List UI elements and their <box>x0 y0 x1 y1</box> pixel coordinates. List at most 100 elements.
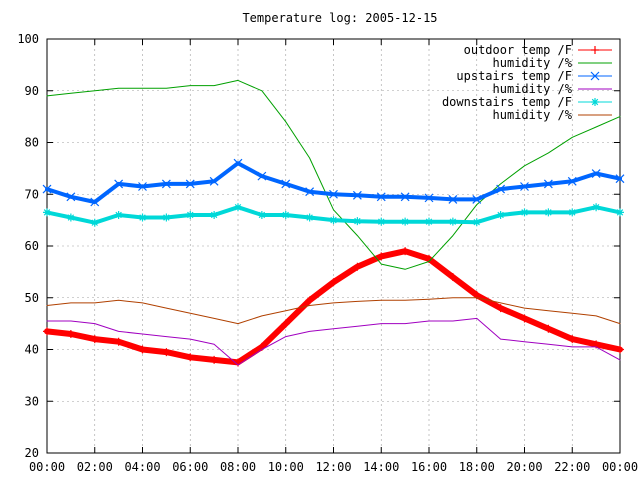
data-point <box>186 210 195 219</box>
data-point <box>209 176 219 186</box>
data-point <box>448 195 458 204</box>
data-point <box>568 335 577 344</box>
data-point <box>472 218 481 227</box>
x-tick-label: 16:00 <box>411 460 447 474</box>
data-point <box>401 247 410 256</box>
data-point <box>162 348 171 357</box>
series-1 <box>46 79 621 270</box>
legend-label: humidity /% <box>493 56 573 70</box>
x-tick-label: 14:00 <box>363 460 399 474</box>
x-tick-label: 08:00 <box>220 460 256 474</box>
data-point <box>520 208 529 217</box>
legend-label: humidity /% <box>493 108 573 122</box>
data-point <box>543 179 553 189</box>
data-point <box>448 217 457 226</box>
series-line <box>46 79 621 270</box>
data-point <box>353 262 362 271</box>
data-point <box>496 184 506 194</box>
x-tick-label: 10:00 <box>268 460 304 474</box>
data-point <box>138 213 147 222</box>
data-point <box>233 158 243 168</box>
data-point <box>162 213 171 222</box>
data-point <box>186 353 195 362</box>
data-point <box>567 176 577 186</box>
data-point <box>448 273 457 282</box>
data-point <box>210 210 219 219</box>
data-point <box>305 187 315 197</box>
data-point <box>42 184 52 194</box>
data-point <box>138 182 147 191</box>
series-4 <box>43 203 624 227</box>
data-point <box>520 182 529 191</box>
y-tick-label: 80 <box>25 136 39 150</box>
data-point <box>66 329 75 338</box>
data-point <box>591 98 599 106</box>
x-tick-label: 06:00 <box>172 460 208 474</box>
data-point <box>616 345 624 354</box>
data-point <box>234 203 242 212</box>
data-point <box>281 319 290 328</box>
data-point <box>401 217 410 226</box>
y-tick-label: 70 <box>25 187 39 201</box>
data-point <box>257 171 267 181</box>
series-line <box>46 317 621 366</box>
legend-label: outdoor temp /F <box>464 43 572 57</box>
data-point <box>43 208 51 217</box>
data-point <box>615 174 625 184</box>
x-tick-label: 20:00 <box>506 460 542 474</box>
y-tick-label: 30 <box>25 394 39 408</box>
data-point <box>376 192 386 202</box>
data-point <box>185 179 195 189</box>
x-tick-label: 00:00 <box>602 460 638 474</box>
series-0 <box>43 247 624 367</box>
data-point <box>281 210 290 219</box>
data-point <box>377 252 386 261</box>
data-point <box>305 296 314 305</box>
data-point <box>544 324 553 333</box>
data-point <box>66 213 75 222</box>
x-tick-label: 12:00 <box>315 460 351 474</box>
x-tick-label: 00:00 <box>29 460 65 474</box>
data-point <box>424 193 434 203</box>
data-point <box>66 192 76 202</box>
data-point <box>90 335 99 344</box>
series-5 <box>46 297 621 325</box>
data-point <box>138 345 147 354</box>
data-point <box>305 213 314 222</box>
data-point <box>329 216 338 225</box>
series-3 <box>46 317 621 366</box>
data-point <box>544 208 553 217</box>
legend-label: upstairs temp /F <box>456 69 572 83</box>
data-point <box>591 169 601 178</box>
data-point <box>43 327 51 336</box>
data-point <box>210 355 219 364</box>
data-point <box>592 203 601 212</box>
legend-label: humidity /% <box>493 82 573 96</box>
data-point <box>90 197 100 207</box>
data-point <box>281 179 291 189</box>
data-point <box>161 179 171 189</box>
x-tick-label: 04:00 <box>124 460 160 474</box>
data-point <box>616 208 624 217</box>
data-point <box>425 217 433 226</box>
legend-label: downstairs temp /F <box>442 95 572 109</box>
x-tick-label: 18:00 <box>459 460 495 474</box>
x-tick-label: 02:00 <box>77 460 113 474</box>
data-point <box>257 210 266 219</box>
y-tick-label: 20 <box>25 446 39 460</box>
data-point <box>352 190 362 200</box>
data-point <box>496 304 505 313</box>
data-point <box>90 218 99 227</box>
data-point <box>353 217 362 226</box>
y-tick-label: 100 <box>17 32 39 46</box>
series-line <box>46 297 621 325</box>
data-point <box>114 210 123 219</box>
data-point <box>114 179 124 189</box>
data-point <box>496 210 505 219</box>
data-point <box>520 314 529 323</box>
y-tick-label: 50 <box>25 291 39 305</box>
data-point <box>329 189 338 199</box>
data-point <box>400 192 410 202</box>
